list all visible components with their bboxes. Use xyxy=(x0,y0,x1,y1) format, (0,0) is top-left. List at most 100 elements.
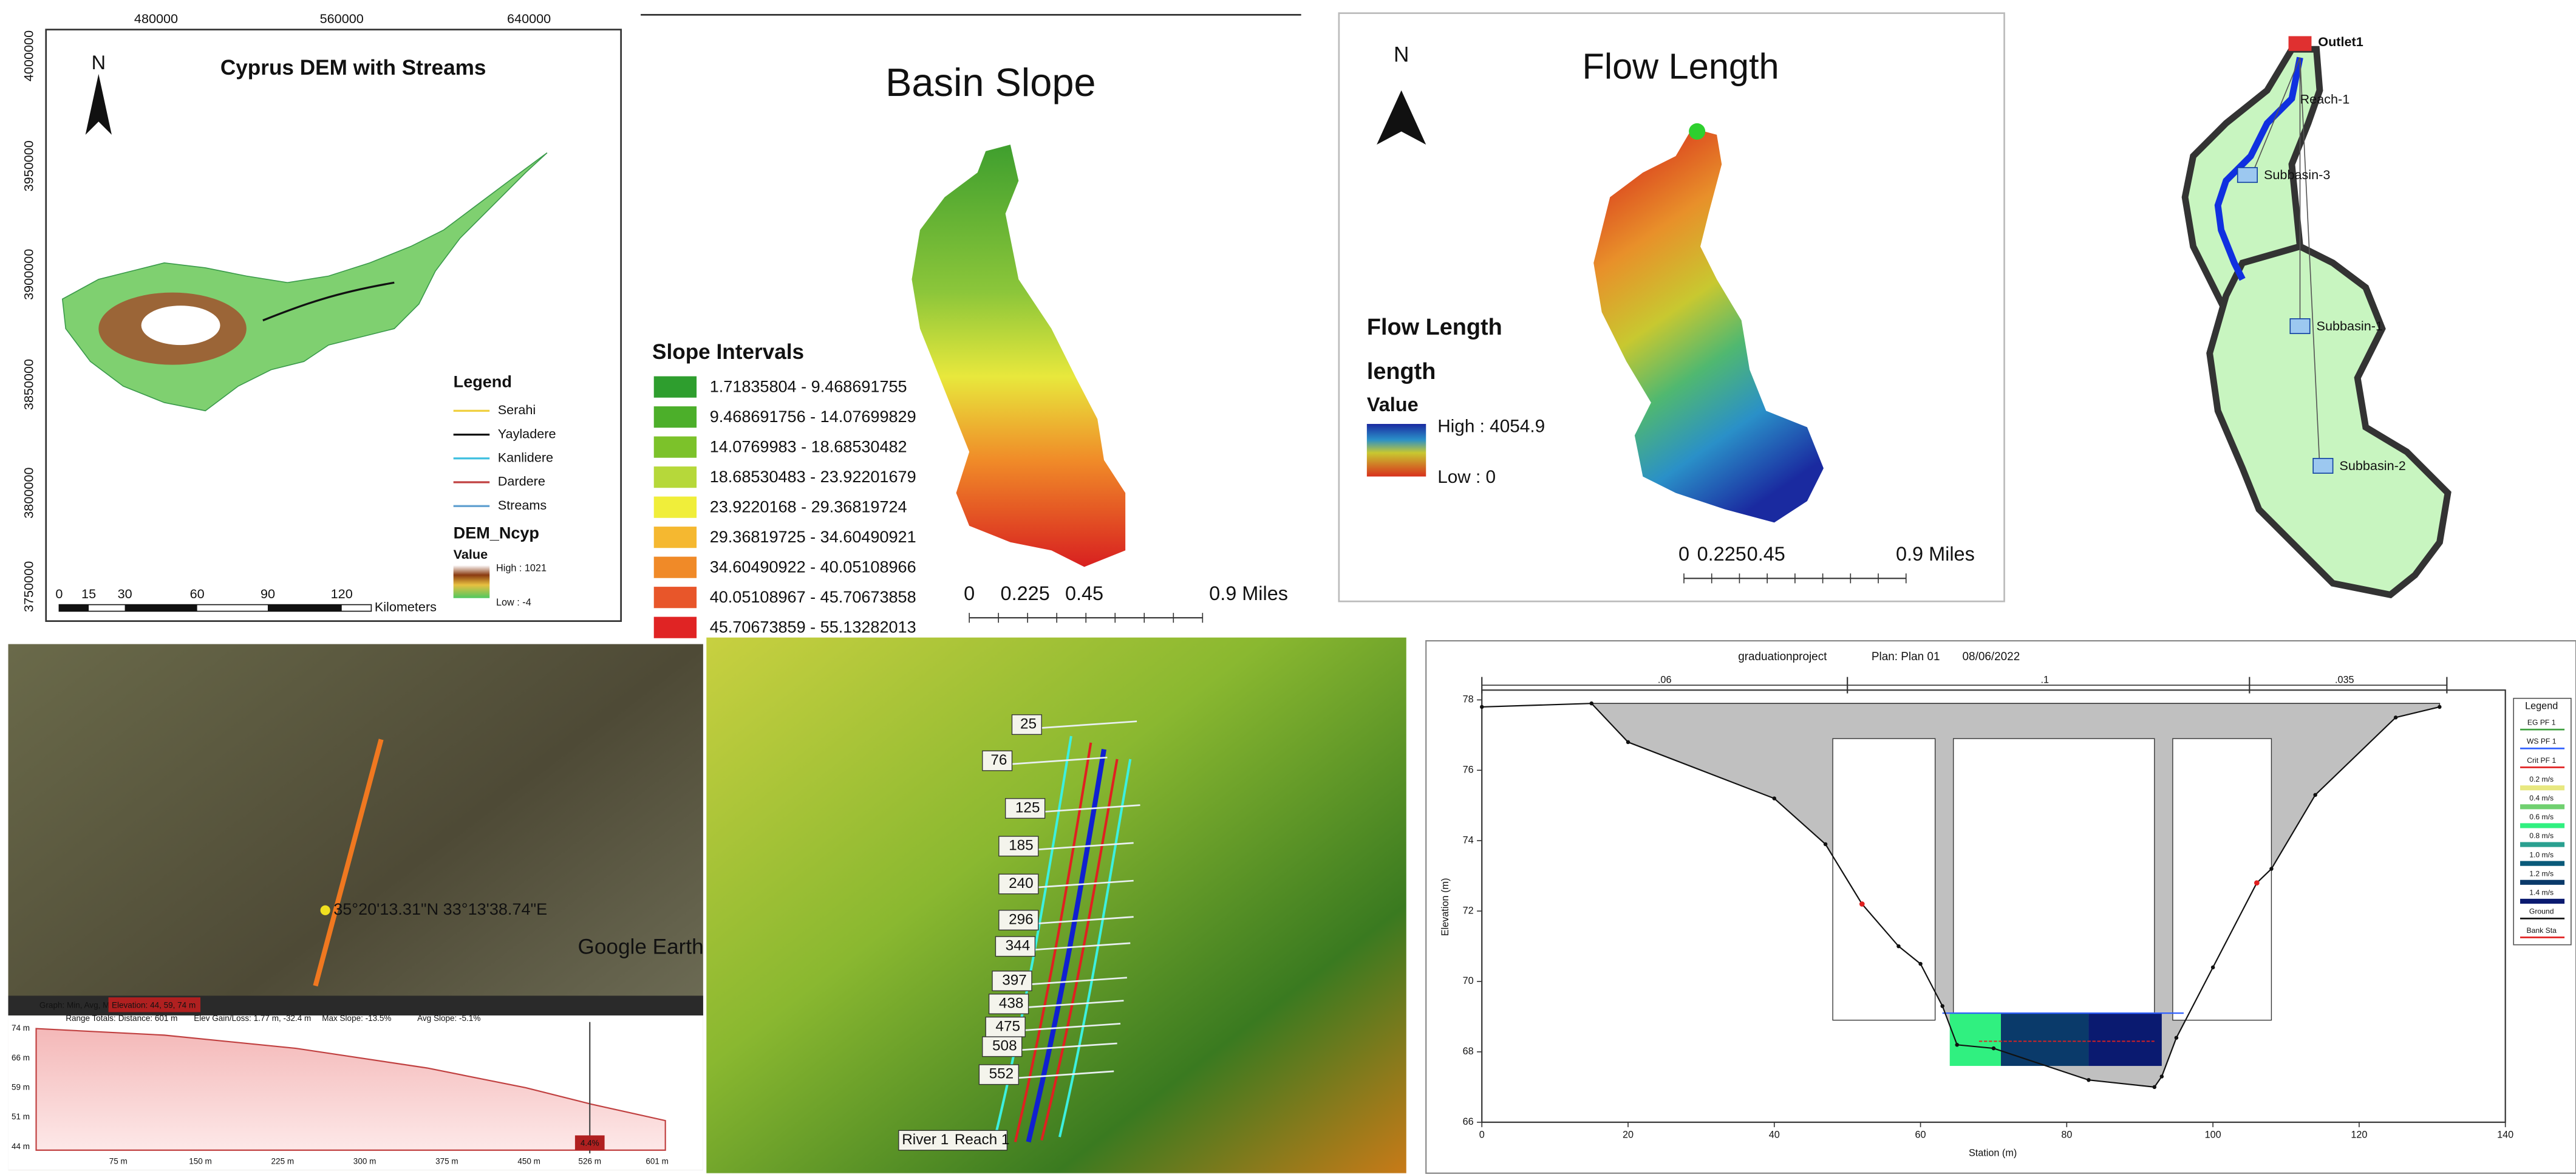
legend-swatch xyxy=(2520,937,2564,938)
legend-item: Crit PF 1 xyxy=(2527,756,2556,765)
bridge-opening xyxy=(1833,739,1935,1020)
scale-tick: 0.225 xyxy=(1001,582,1050,604)
coord-tick: 3950000 xyxy=(21,140,36,191)
element-label: Outlet1 xyxy=(2318,34,2363,49)
coord-tick: 480000 xyxy=(134,11,178,26)
scale-tick: 0.45 xyxy=(1065,582,1103,604)
ground-point xyxy=(1918,962,1922,966)
scale-tick: 0.45 xyxy=(1747,543,1785,565)
station-label: 240 xyxy=(1009,875,1034,892)
low-label: Low : 0 xyxy=(1437,467,1496,487)
element-icon xyxy=(2313,459,2332,473)
element-label: Reach-1 xyxy=(2300,92,2350,107)
legend-item: 1.2 m/s xyxy=(2529,869,2554,878)
profile-y-tick: 66 m xyxy=(12,1053,30,1062)
ras-background xyxy=(706,638,1406,1173)
scale-tick: 0.9 Miles xyxy=(1896,543,1975,565)
y-tick-label: 78 xyxy=(1463,694,1474,705)
legend-swatch xyxy=(2520,748,2564,749)
legend-swatch xyxy=(2520,785,2564,790)
plot-title: 08/06/2022 xyxy=(1963,650,2020,663)
north-label: N xyxy=(1394,43,1409,66)
profile-info: Elevation: 44, 59, 74 m xyxy=(112,1000,196,1009)
station-label: 508 xyxy=(992,1038,1017,1054)
ground-point xyxy=(2153,1085,2156,1089)
legend-swatch xyxy=(654,557,697,578)
y-tick-label: 68 xyxy=(1463,1046,1474,1057)
y-tick-label: 70 xyxy=(1463,975,1474,986)
legend-item: 0.6 m/s xyxy=(2529,813,2554,821)
legend-item: 9.468691756 - 14.07699829 xyxy=(710,408,916,426)
x-tick-label: 60 xyxy=(1915,1130,1926,1141)
station-label: 438 xyxy=(999,995,1024,1011)
scale-tick: 0 xyxy=(1678,543,1689,565)
station-label: 344 xyxy=(1006,938,1031,954)
profile-info: Distance: 601 m xyxy=(118,1014,178,1023)
element-label: Subbasin-3 xyxy=(2264,167,2330,182)
scale-tick: 0 xyxy=(55,586,63,601)
y-tick-label: 72 xyxy=(1463,905,1474,916)
plot-title: graduationproject xyxy=(1738,650,1827,663)
profile-y-tick: 51 m xyxy=(12,1112,30,1121)
legend-item: Dardere xyxy=(498,474,545,489)
scale-tick: 90 xyxy=(261,586,275,601)
map-title: Cyprus DEM with Streams xyxy=(220,56,486,80)
coord-tick: 3800000 xyxy=(21,468,36,519)
ground-point xyxy=(2160,1074,2164,1078)
profile-info: Elev Gain/Loss: 1.77 m, -32.4 m xyxy=(194,1014,311,1023)
x-tick-label: 120 xyxy=(2351,1130,2367,1141)
ground-point xyxy=(1824,842,1827,846)
legend-swatch xyxy=(654,587,697,608)
legend-item: 0.4 m/s xyxy=(2529,794,2554,802)
y-tick-label: 66 xyxy=(1463,1116,1474,1127)
y-tick-label: 74 xyxy=(1463,834,1474,845)
legend-swatch xyxy=(2520,823,2564,828)
element-label: Subbasin-1 xyxy=(2317,318,2383,333)
legend-swatch xyxy=(654,437,697,458)
legend-item: 18.68530483 - 23.92201679 xyxy=(710,468,916,486)
x-tick-label: 0 xyxy=(1479,1130,1485,1141)
x-axis-title: Station (m) xyxy=(1969,1147,2017,1158)
profile-y-tick: 74 m xyxy=(12,1023,30,1032)
n-value: .06 xyxy=(1658,674,1672,685)
value-label: Value xyxy=(1367,394,1419,415)
legend-item: WS PF 1 xyxy=(2527,737,2557,746)
value-label: Value xyxy=(454,547,488,562)
profile-info: Avg Slope: -5.1% xyxy=(417,1014,480,1023)
low-label: Low : -4 xyxy=(496,597,531,608)
scale-tick: 0 xyxy=(964,582,975,604)
profile-x-tick: 375 m xyxy=(435,1156,458,1165)
layer-title: DEM_Ncyp xyxy=(454,524,539,542)
ground-point xyxy=(2313,793,2317,797)
legend-item: Bank Sta xyxy=(2527,926,2557,935)
layer-title: length xyxy=(1367,359,1436,384)
n-value: .1 xyxy=(2040,674,2049,685)
profile-x-tick: 601 m xyxy=(646,1156,669,1165)
ground-point xyxy=(1955,1043,1959,1046)
scale-segment xyxy=(268,605,342,612)
ground-point xyxy=(1992,1046,1995,1050)
element-label: Subbasin-2 xyxy=(2339,458,2405,473)
legend-item: 1.4 m/s xyxy=(2529,889,2554,897)
legend-item: 1.0 m/s xyxy=(2529,850,2554,859)
station-label: 397 xyxy=(1002,972,1027,989)
ground-point xyxy=(2211,966,2215,969)
legend-swatch xyxy=(654,527,697,548)
legend-swatch xyxy=(654,406,697,428)
legend-item: 1.71835804 - 9.468691755 xyxy=(710,378,907,396)
station-label: 76 xyxy=(990,752,1007,768)
velocity-block xyxy=(1950,1013,2001,1066)
station-label: 25 xyxy=(1020,715,1037,732)
outlet-icon xyxy=(2289,36,2312,51)
legend-item: 29.36819725 - 34.60490921 xyxy=(710,528,916,546)
legend-item: 14.0769983 - 18.68530482 xyxy=(710,438,907,456)
station-label: 125 xyxy=(1015,799,1040,816)
legend-swatch xyxy=(654,497,697,518)
coord-tick: 3750000 xyxy=(21,561,36,612)
legend-item: 40.05108967 - 45.70673858 xyxy=(710,588,916,606)
profile-info: Range Totals: xyxy=(66,1014,115,1023)
legend-swatch xyxy=(2520,880,2564,885)
legend-item: 0.2 m/s xyxy=(2529,775,2554,783)
bank-station xyxy=(2254,880,2260,886)
legend-item: Streams xyxy=(498,497,547,513)
